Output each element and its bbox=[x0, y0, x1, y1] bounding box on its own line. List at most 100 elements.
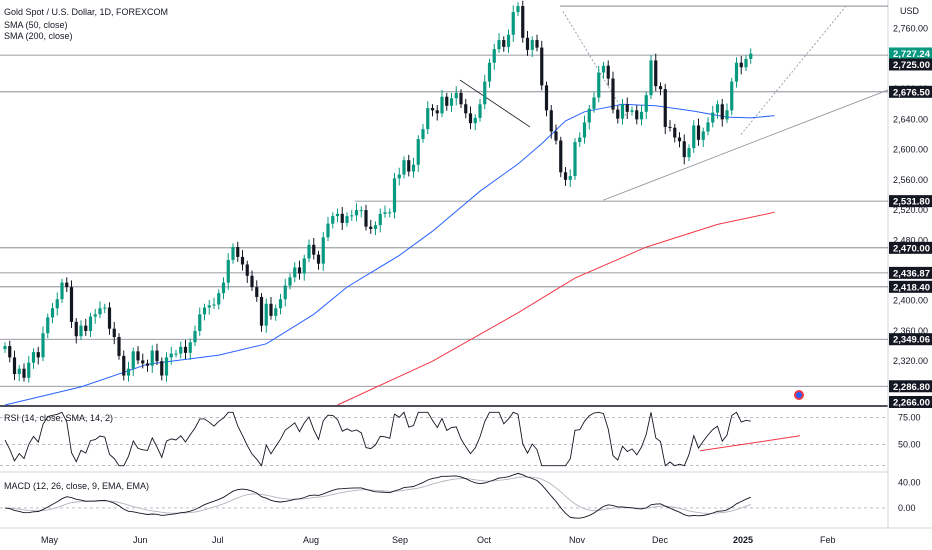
candle-body bbox=[155, 350, 159, 362]
price-level-tag bbox=[889, 280, 932, 293]
candle-body bbox=[473, 117, 477, 124]
candle-body bbox=[255, 287, 259, 297]
macd-line bbox=[4, 472, 751, 519]
candle-body bbox=[117, 336, 121, 356]
sma50-line bbox=[4, 103, 775, 406]
time-axis-label: Nov bbox=[569, 535, 586, 545]
candle-body bbox=[240, 256, 245, 265]
candle-body bbox=[103, 307, 107, 309]
candle-body bbox=[692, 125, 696, 149]
price-axis-tick: 2,360.00 bbox=[893, 326, 928, 336]
candle-body bbox=[231, 247, 235, 260]
candle-body bbox=[12, 357, 17, 375]
candle-body bbox=[478, 104, 482, 118]
price-level-tag-label: 2,349.06 bbox=[893, 335, 930, 346]
candle-body bbox=[582, 122, 587, 138]
macd-axis-tick: 40.00 bbox=[898, 478, 921, 488]
price-level-tag bbox=[889, 266, 932, 279]
price-level-tag-label: 2,725.00 bbox=[893, 60, 930, 71]
candle-body bbox=[55, 299, 59, 309]
sma50-legend: SMA (50, close) bbox=[4, 20, 68, 30]
currency-label: USD bbox=[900, 6, 920, 16]
rsi-legend: RSI (14, close, SMA, 14, 2) bbox=[4, 413, 114, 423]
candle-body bbox=[236, 247, 240, 257]
candle-body bbox=[682, 141, 686, 158]
candle-body bbox=[449, 98, 454, 106]
candle-body bbox=[525, 37, 530, 50]
sma200-line bbox=[337, 211, 775, 406]
candle-body bbox=[316, 254, 321, 264]
candle-body bbox=[715, 104, 720, 113]
candle-body bbox=[217, 293, 221, 305]
candle-body bbox=[150, 350, 154, 366]
candle-body bbox=[611, 78, 615, 110]
candle-body bbox=[22, 368, 26, 378]
candle-body bbox=[88, 316, 93, 331]
candle-body bbox=[440, 96, 444, 114]
candle-body bbox=[174, 353, 178, 355]
candle-body bbox=[445, 96, 449, 106]
candle-body bbox=[335, 213, 340, 217]
candle-body bbox=[459, 92, 463, 105]
candle-body bbox=[36, 352, 40, 358]
candle-body bbox=[701, 131, 705, 140]
candle-body bbox=[312, 244, 316, 255]
candle-body bbox=[164, 357, 169, 376]
price-axis-tick: 2,560.00 bbox=[893, 175, 928, 185]
steep-trendline bbox=[740, 5, 847, 135]
price-level-tag-label: 2,418.40 bbox=[893, 282, 930, 293]
candle-body bbox=[388, 212, 392, 214]
candle-body bbox=[136, 351, 140, 361]
candle-body bbox=[554, 131, 558, 141]
candle-body bbox=[98, 308, 102, 315]
time-axis-label: Jul bbox=[212, 535, 224, 545]
candle-body bbox=[630, 110, 634, 112]
candle-body bbox=[259, 296, 264, 326]
candle-body bbox=[426, 108, 430, 130]
candle-body bbox=[668, 126, 672, 128]
candle-body bbox=[601, 65, 606, 73]
candle-body bbox=[464, 104, 468, 114]
candle-body bbox=[283, 285, 287, 300]
candle-body bbox=[126, 368, 131, 376]
candle-body bbox=[378, 213, 382, 226]
macd-axis-tick: 0.00 bbox=[898, 503, 916, 513]
candle-body bbox=[730, 81, 734, 111]
candle-body bbox=[179, 346, 183, 354]
price-level-tag bbox=[889, 47, 932, 60]
price-axis-tick: 2,600.00 bbox=[893, 145, 928, 155]
candle-body bbox=[122, 355, 126, 376]
candle-body bbox=[416, 139, 420, 165]
candle-body bbox=[302, 258, 306, 274]
price-level-tag bbox=[889, 380, 932, 393]
candle-body bbox=[274, 308, 278, 316]
macd-legend: MACD (12, 26, close, 9, EMA, EMA) bbox=[4, 481, 150, 491]
candle-body bbox=[202, 307, 207, 315]
candle-body bbox=[563, 172, 568, 180]
candle-body bbox=[373, 225, 378, 229]
candle-body bbox=[734, 62, 739, 82]
candle-body bbox=[677, 137, 682, 142]
candle-body bbox=[297, 267, 302, 274]
falling-trendline bbox=[562, 11, 627, 116]
price-level-tag bbox=[889, 85, 932, 98]
candle-body bbox=[592, 97, 596, 109]
candle-body bbox=[720, 104, 724, 120]
candle-body bbox=[658, 86, 663, 90]
candle-body bbox=[568, 176, 572, 180]
candle-body bbox=[221, 282, 226, 294]
candle-body bbox=[635, 110, 639, 120]
time-axis-label: Oct bbox=[477, 535, 492, 545]
candle-body bbox=[359, 210, 363, 212]
price-axis-tick: 2,320.00 bbox=[893, 356, 928, 366]
time-axis-label: Jun bbox=[133, 535, 148, 545]
candle-body bbox=[516, 6, 520, 13]
candle-body bbox=[654, 60, 658, 87]
price-axis-tick: 2,400.00 bbox=[893, 296, 928, 306]
candle-body bbox=[616, 109, 620, 119]
price-level-tag-label: 2,531.80 bbox=[893, 197, 930, 208]
candle-body bbox=[663, 89, 667, 127]
candle-body bbox=[340, 213, 344, 223]
candle-body bbox=[625, 104, 629, 112]
